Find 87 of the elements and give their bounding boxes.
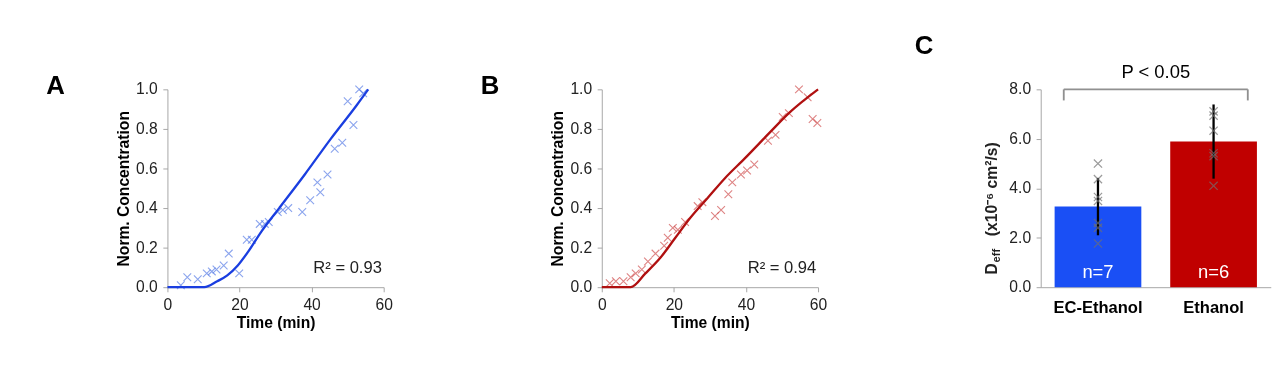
y-tick-label: 0.6 xyxy=(570,159,593,177)
y-tick-label: 0.8 xyxy=(136,120,159,138)
chart-title: B xyxy=(480,70,500,99)
x-tick-label: 40 xyxy=(303,295,322,313)
y-tick-label: 0.2 xyxy=(136,238,158,256)
y-tick-label: 0.8 xyxy=(570,120,593,138)
y-tick-label: 0.0 xyxy=(136,278,159,296)
y-tick-label: 1.0 xyxy=(570,80,593,98)
point xyxy=(808,114,818,124)
y-tick-label: 8.0 xyxy=(1009,80,1032,98)
y-axis-title: Norm. Concentration xyxy=(114,111,132,267)
point xyxy=(193,274,203,284)
y-tick-label: 0.2 xyxy=(570,238,593,256)
point xyxy=(663,233,673,243)
x-axis-title: Time (min) xyxy=(671,314,750,332)
chart-title: C xyxy=(914,31,934,60)
point xyxy=(337,138,347,148)
x-tick-label: 20 xyxy=(231,295,250,313)
point xyxy=(637,265,647,274)
y-tick-label: 4.0 xyxy=(1009,179,1032,197)
point xyxy=(778,112,788,122)
point xyxy=(176,280,186,290)
point xyxy=(727,177,737,187)
annotation: R² = 0.94 xyxy=(747,257,817,277)
point xyxy=(643,257,653,266)
x-tick-label: 40 xyxy=(737,295,756,313)
point xyxy=(631,268,641,278)
annotation: n=6 xyxy=(1197,261,1230,283)
point xyxy=(313,177,322,187)
point xyxy=(716,205,726,215)
point xyxy=(330,144,340,154)
point xyxy=(659,241,669,251)
point xyxy=(693,201,703,211)
point xyxy=(224,249,234,258)
point xyxy=(212,265,221,274)
point xyxy=(794,84,804,94)
point xyxy=(723,189,733,199)
text: Deff (x10⁻⁶ cm²/s) xyxy=(982,142,1003,275)
point xyxy=(680,217,690,227)
y-tick-label: 2.0 xyxy=(1009,228,1032,246)
point xyxy=(315,187,325,197)
y-tick-label: 0.4 xyxy=(570,199,593,217)
point xyxy=(668,223,678,233)
point xyxy=(273,207,283,217)
y-tick-label: 0.6 xyxy=(136,159,158,177)
x-tick-label: 20 xyxy=(665,295,684,313)
point xyxy=(354,84,364,94)
point xyxy=(749,160,759,169)
y-tick-label: 0.0 xyxy=(1009,278,1032,296)
x-tick-label: Ethanol xyxy=(1183,298,1244,318)
y-axis-title: Norm. Concentration xyxy=(549,111,567,267)
x-axis-title: Time (min) xyxy=(236,314,316,332)
x-tick-label: 0 xyxy=(597,295,607,313)
point xyxy=(736,170,746,179)
line-series xyxy=(600,88,820,289)
point xyxy=(234,268,244,278)
point xyxy=(182,272,192,282)
point xyxy=(651,249,660,258)
point xyxy=(763,136,773,146)
annotation: n=7 xyxy=(1082,261,1114,283)
point xyxy=(202,268,212,278)
point xyxy=(673,225,683,235)
y-tick-label: 0.0 xyxy=(570,278,593,296)
point xyxy=(219,261,229,270)
point xyxy=(297,207,307,217)
text: P < 0.05 xyxy=(1121,61,1191,83)
x-tick-label: 60 xyxy=(375,295,394,313)
point xyxy=(207,267,217,276)
point xyxy=(358,88,368,98)
point xyxy=(626,272,636,282)
x-tick-label: 60 xyxy=(809,295,828,313)
point xyxy=(710,211,720,221)
x-tick-label: EC-Ethanol xyxy=(1053,298,1143,318)
point xyxy=(305,195,315,205)
chart-title: A xyxy=(46,70,65,99)
y-tick-label: 6.0 xyxy=(1009,129,1032,147)
point xyxy=(812,118,822,128)
y-tick-label: 0.4 xyxy=(136,199,159,217)
y-tick-label: 1.0 xyxy=(136,80,159,98)
point xyxy=(697,197,707,207)
point xyxy=(349,120,358,130)
point xyxy=(343,96,353,106)
x-tick-label: 0 xyxy=(163,295,173,313)
point xyxy=(742,166,752,175)
point xyxy=(323,170,332,179)
point xyxy=(771,130,780,140)
annotation: R² = 0.93 xyxy=(313,257,382,277)
